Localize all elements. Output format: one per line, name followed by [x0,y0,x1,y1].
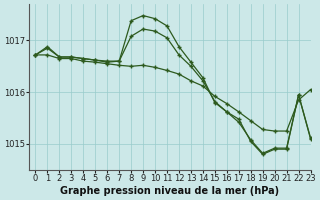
X-axis label: Graphe pression niveau de la mer (hPa): Graphe pression niveau de la mer (hPa) [60,186,280,196]
